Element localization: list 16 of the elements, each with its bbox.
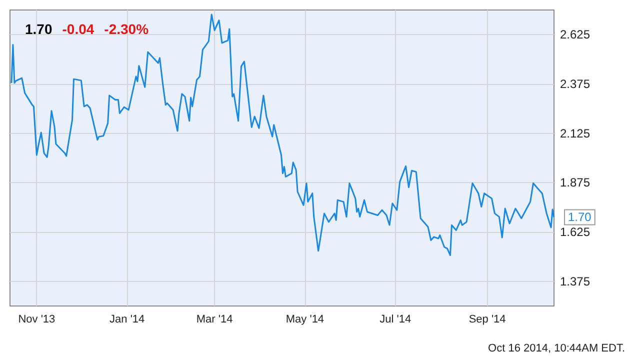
y-tick-label: 2.375 — [560, 77, 590, 91]
x-tick-label: Nov '13 — [18, 314, 56, 326]
text: Oct 16 2014, 10:44AM EDT. — [488, 342, 626, 354]
y-tick-label: 2.625 — [560, 28, 590, 42]
text: 1.70 -0.04 -2.30% — [25, 21, 150, 37]
y-tick-label: 1.875 — [560, 176, 590, 190]
y-tick-label: 1.625 — [560, 225, 590, 239]
y-tick-label: 1.375 — [560, 274, 590, 288]
x-tick-label: May '14 — [286, 314, 324, 326]
line-series — [10, 14, 555, 256]
annotation: 1.70 — [568, 210, 592, 224]
x-tick-label: Sep '14 — [468, 314, 506, 326]
x-tick-label: Mar '14 — [196, 314, 233, 326]
x-tick-label: Jul '14 — [380, 314, 412, 326]
x-tick-label: Jan '14 — [110, 314, 145, 326]
y-tick-label: 2.125 — [560, 126, 590, 140]
